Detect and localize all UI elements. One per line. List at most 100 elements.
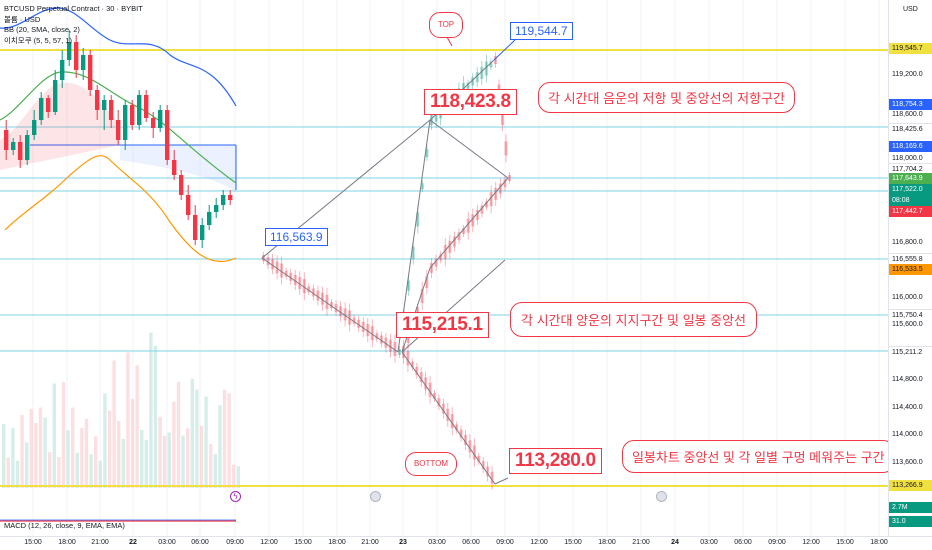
- volume-bar: [66, 430, 70, 488]
- volume-bar: [71, 407, 75, 488]
- cloud-bullish: [120, 145, 236, 192]
- projected-body: [489, 61, 493, 68]
- legend-ichimoku[interactable]: 이치모쿠 (5, 5, 57, 1): [4, 35, 73, 45]
- price-badge-118425: 118,425.6: [889, 123, 932, 134]
- projected-body: [441, 403, 445, 414]
- volume-bar: [195, 389, 199, 488]
- projected-body: [398, 349, 401, 355]
- horizontal-levels: [0, 49, 888, 487]
- candle-body: [18, 142, 23, 160]
- projected-body: [271, 259, 275, 270]
- price-badge-117522: 117,522.0: [889, 184, 932, 195]
- projected-body: [430, 263, 433, 273]
- volume-bars: [2, 332, 240, 488]
- price-tick: 116,800.0: [892, 239, 923, 246]
- projected-body: [443, 245, 447, 260]
- projected-body: [357, 319, 361, 328]
- lightning-event-icon[interactable]: ϟ: [230, 491, 241, 502]
- price-badge-118754: 118,754.3: [889, 99, 932, 110]
- projected-body: [366, 324, 370, 337]
- projected-body: [480, 205, 484, 214]
- projected-body: [494, 187, 498, 200]
- projection-line: [261, 257, 399, 353]
- candle-body: [95, 90, 100, 110]
- price-label-top[interactable]: 119,544.7: [510, 22, 573, 40]
- price-label-support[interactable]: 115,215.1: [396, 312, 489, 338]
- projected-body: [486, 466, 490, 477]
- price-label-start[interactable]: 116,563.9: [265, 228, 328, 246]
- price-label-bottom[interactable]: 113,280.0: [509, 448, 602, 474]
- top-bubble[interactable]: TOP: [429, 12, 463, 38]
- candle-body: [53, 80, 58, 112]
- currency-label: USD: [903, 6, 918, 13]
- legend-symbol[interactable]: BTCUSD Perpetual Contract · 30 · BYBIT: [4, 4, 143, 13]
- projected-body: [430, 115, 433, 125]
- us-flag-event-icon[interactable]: [656, 491, 667, 502]
- time-tick: 21:00: [632, 539, 650, 546]
- candle-body: [172, 160, 177, 175]
- projected-body: [471, 77, 475, 86]
- projected-body: [388, 339, 392, 352]
- time-tick: 21:00: [91, 539, 109, 546]
- time-tick: 18:00: [870, 539, 888, 546]
- legend-macd[interactable]: MACD (12, 26, close, 9, EMA, EMA): [4, 521, 125, 530]
- legend-volume[interactable]: 볼륨 · USD: [4, 14, 41, 24]
- volume-bar: [144, 439, 148, 488]
- candle-body: [214, 205, 219, 212]
- bottom-bubble[interactable]: BOTTOM: [405, 452, 457, 476]
- projected-body: [262, 255, 265, 261]
- projected-body: [402, 346, 405, 358]
- candle-body: [25, 135, 30, 160]
- price-label-resistance[interactable]: 118,423.8: [424, 89, 517, 115]
- callout-support[interactable]: 각 시간대 양운의 지지구간 및 일봉 중앙선: [510, 302, 757, 337]
- chart-area[interactable]: BTCUSD Perpetual Contract · 30 · BYBIT 볼…: [0, 0, 888, 536]
- projected-body: [325, 294, 329, 309]
- volume-bar: [80, 427, 84, 488]
- volume-badge: 2.7M: [889, 502, 932, 513]
- volume-bar: [61, 381, 66, 488]
- candle-body: [4, 130, 9, 150]
- candle-body: [207, 212, 212, 225]
- volume-bar: [140, 430, 144, 488]
- price-badge-117704: 117,704.2: [889, 163, 932, 174]
- time-axis[interactable]: 15:00 18:00 21:00 22 03:00 06:00 09:00 12:00 15:…: [0, 536, 932, 550]
- us-flag-event-icon[interactable]: [370, 491, 381, 502]
- candle-body: [81, 55, 86, 70]
- volume-bar: [94, 436, 98, 488]
- volume-bar: [84, 418, 89, 488]
- candle-body: [46, 98, 51, 112]
- bubble-pointer: [446, 36, 453, 47]
- time-tick: 09:00: [768, 539, 786, 546]
- volume-bar: [15, 460, 20, 488]
- candle-body: [11, 142, 16, 150]
- projected-body: [434, 258, 438, 267]
- time-tick: 06:00: [734, 539, 752, 546]
- candle-body: [165, 110, 170, 160]
- projection-line: [494, 477, 509, 485]
- time-tick: 15:00: [836, 539, 854, 546]
- time-tick: 15:00: [294, 539, 312, 546]
- projected-body: [448, 240, 452, 253]
- candles: [4, 30, 233, 248]
- price-axis[interactable]: USD 119,200.0 118,600.0 118,000.0 116,80…: [888, 0, 932, 536]
- projected-body: [416, 307, 419, 313]
- volume-bar: [25, 442, 29, 488]
- projection-path: [261, 36, 516, 490]
- legend-bb[interactable]: BB (20, SMA, close, 2): [4, 25, 80, 34]
- callout-bottom[interactable]: 일봉차트 중앙선 및 각 일별 구멍 메워주는 구간: [622, 440, 888, 473]
- callout-resistance[interactable]: 각 시간대 음운의 저항 및 중앙선의 저항구간: [538, 82, 795, 113]
- price-tick: 113,600.0: [892, 459, 923, 466]
- candle-body: [67, 42, 72, 60]
- projected-body: [489, 192, 493, 207]
- volume-bar: [149, 332, 153, 488]
- bb-lower-line: [4, 155, 237, 263]
- volume-bar: [20, 414, 24, 488]
- volume-bar: [176, 381, 181, 488]
- projected-body: [425, 149, 429, 158]
- projected-body: [406, 351, 410, 366]
- chart-legend: BTCUSD Perpetual Contract · 30 · BYBIT 볼…: [4, 4, 143, 46]
- price-tick: 114,800.0: [892, 376, 923, 383]
- projected-body: [464, 435, 467, 445]
- price-badge-115211: 115,211.2: [889, 346, 932, 357]
- volume-bar: [38, 407, 43, 488]
